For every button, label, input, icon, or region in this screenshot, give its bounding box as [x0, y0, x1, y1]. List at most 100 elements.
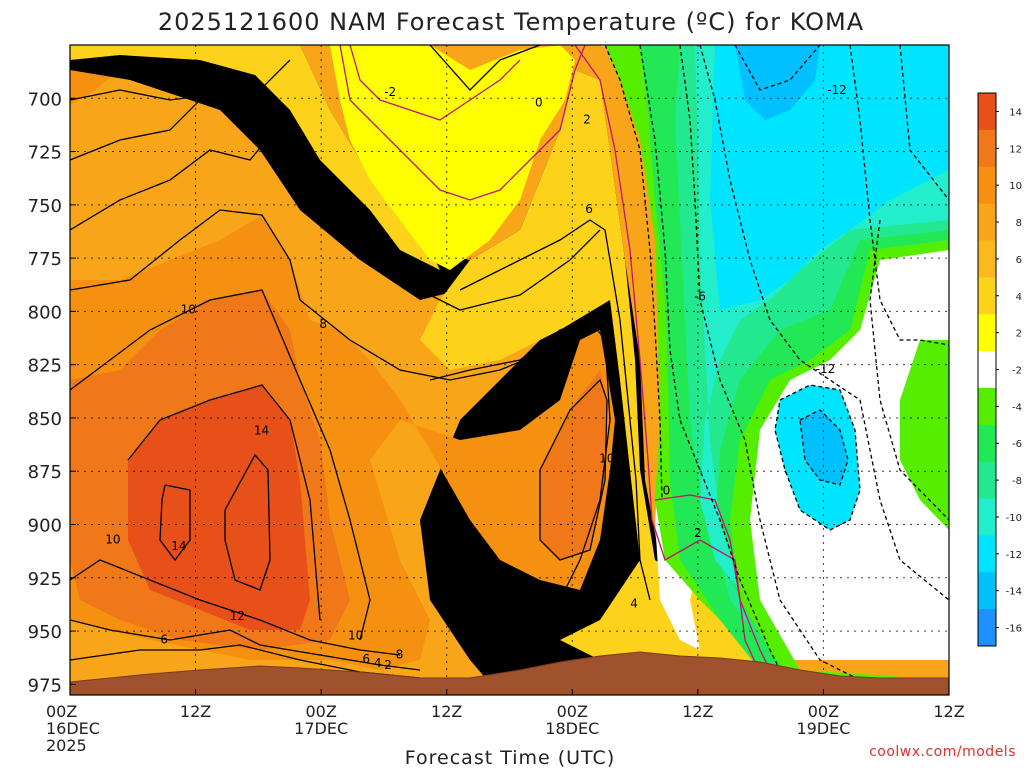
x-tick-label: 16DEC	[46, 719, 100, 738]
colorbar-segment	[978, 166, 996, 205]
contour-line-5	[127, 384, 321, 621]
contour-label: 6	[160, 633, 168, 647]
colorbar-segment	[978, 203, 996, 241]
colorbar-label: 12	[1009, 144, 1022, 155]
colorbar-segment	[978, 387, 996, 426]
contour-label: 8	[440, 520, 448, 534]
contour-label: 14	[171, 539, 186, 553]
contour-line-27	[899, 45, 949, 201]
x-tick-label: 17DEC	[294, 719, 348, 738]
contour-line-3	[70, 209, 601, 381]
terrain-fill	[70, 651, 949, 695]
contour-line-19	[604, 45, 663, 501]
contour-lines	[70, 45, 949, 695]
colorbar-label: -4	[1012, 402, 1022, 413]
contour-label: 6	[266, 130, 274, 144]
colorbar-label: -12	[1006, 550, 1022, 561]
x-tick-label: 00Z	[557, 702, 588, 721]
colorbar-segment	[978, 572, 996, 610]
contour-label: 2	[583, 113, 591, 127]
contour-line-1	[70, 94, 431, 276]
colorbar-segment	[978, 314, 996, 352]
colorbar-label: -2	[1012, 366, 1022, 377]
contour-label: 0	[535, 96, 543, 110]
x-tick-label: 12Z	[180, 702, 211, 721]
colorbar-segment	[978, 424, 996, 463]
contour-line-12	[539, 378, 608, 561]
contour-line-11	[429, 319, 611, 601]
y-tick-label: 750	[28, 196, 62, 217]
x-tick-label: 00Z	[808, 702, 839, 721]
contour-label: 4	[374, 656, 382, 670]
colorbar-label: -8	[1012, 476, 1022, 487]
contour-label: 14	[254, 424, 269, 438]
colorbar-label: 2	[1016, 329, 1022, 340]
contour-line-15	[339, 45, 586, 201]
x-tick-label: 12Z	[431, 702, 462, 721]
colorbar-segment	[978, 498, 996, 536]
x-tick-label: 00Z	[46, 702, 77, 721]
contour-label: 4	[630, 596, 638, 610]
contour-line-16	[574, 45, 771, 695]
y-tick-label: 875	[28, 462, 62, 483]
colorbar-segment	[978, 129, 996, 168]
contour-line-24	[774, 384, 861, 531]
contour-label: 0	[663, 483, 671, 497]
colorbar-label: -6	[1012, 439, 1022, 450]
colorbar-segment	[978, 351, 996, 389]
contour-label: -12	[816, 362, 836, 376]
colorbar: 14 12 10 8 6 4 2 -2 -4 -6 -8 -10 -12 -14 -16	[977, 92, 1022, 647]
contour-label: 10	[599, 451, 614, 465]
terrain	[70, 651, 949, 695]
region-0-8	[330, 45, 575, 270]
contour-line-7	[224, 453, 271, 591]
region-12-7	[128, 385, 310, 630]
region-10-6	[540, 370, 607, 560]
colorbar-label: 4	[1016, 292, 1022, 303]
colorbar-label: -16	[1006, 624, 1022, 635]
y-tick-label: 825	[28, 356, 62, 377]
plot-frame	[69, 44, 950, 696]
region--14-17	[800, 410, 848, 485]
y-tick-label: 800	[28, 302, 62, 323]
contour-label: 6	[362, 652, 370, 666]
contour-label: 2	[384, 658, 392, 672]
region-2-2	[70, 45, 440, 270]
colorbar-segment	[978, 461, 996, 500]
contour-line-6	[159, 484, 191, 562]
colorbar-label: 10	[1009, 181, 1022, 192]
contour-line-23	[734, 45, 821, 91]
x-tick-label: 00Z	[305, 702, 336, 721]
colorbar-label: -14	[1006, 587, 1022, 598]
contour-line-8	[70, 559, 401, 656]
y-tick-label: 700	[28, 89, 62, 110]
contour-label: 8	[396, 648, 404, 662]
region--14-16	[735, 45, 820, 120]
y-tick-label: 950	[28, 622, 62, 643]
colorbar-label: 8	[1016, 218, 1022, 229]
y-tick-label: 725	[28, 143, 62, 164]
contour-label: -6	[694, 289, 706, 303]
contour-label: 8	[319, 317, 327, 331]
contour-label: 4	[258, 83, 266, 97]
colorbar-label: 6	[1016, 255, 1022, 266]
contour-label: 10	[181, 302, 196, 316]
x-axis-label: Forecast Time (UTC)	[405, 747, 615, 768]
contour-line-14	[429, 45, 541, 91]
plot-area	[70, 45, 949, 695]
contour-line-21	[679, 45, 861, 681]
credit-link[interactable]: coolwx.com/models	[869, 744, 1016, 760]
colorbar-segment	[978, 609, 996, 647]
contour-label: 6	[585, 202, 593, 216]
x-tick-label: 2025	[46, 736, 87, 755]
y-tick-label: 925	[28, 569, 62, 590]
chart-title: 2025121600 NAM Forecast Temperature (ºC)…	[158, 8, 864, 36]
contour-label: -2	[384, 85, 396, 99]
x-tick-label: 19DEC	[796, 719, 850, 738]
colorbar-segment	[978, 93, 996, 131]
y-tick-label: 900	[28, 516, 62, 537]
